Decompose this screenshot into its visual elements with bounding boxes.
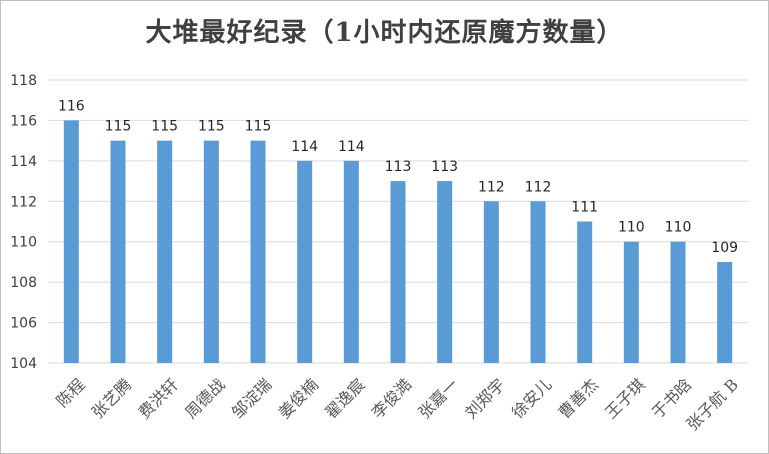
- bar: [203, 140, 219, 363]
- data-label: 110: [665, 220, 692, 236]
- data-label: 112: [478, 179, 505, 195]
- y-tick-label: 104: [10, 356, 37, 372]
- bar: [577, 221, 593, 363]
- x-tick-label: 曹善杰: [555, 375, 602, 422]
- bar: [250, 140, 266, 363]
- bar: [437, 181, 453, 363]
- chart-title: 大堆最好纪录（1小时内还原魔方数量）: [145, 18, 624, 48]
- data-label: 116: [58, 98, 85, 114]
- bar: [63, 120, 79, 363]
- y-tick-label: 114: [10, 154, 37, 170]
- y-tick-label: 116: [10, 113, 37, 129]
- x-tick-label: 张子航 B: [683, 375, 742, 434]
- data-label: 113: [385, 159, 412, 175]
- y-tick-label: 112: [10, 194, 37, 210]
- bars: [63, 120, 733, 363]
- data-label: 115: [151, 119, 178, 135]
- data-label: 114: [338, 139, 365, 155]
- x-tick-label: 陈程: [53, 375, 89, 411]
- x-tick-label: 刘郑宇: [461, 375, 508, 422]
- bar: [623, 241, 639, 363]
- bar: [717, 261, 733, 363]
- data-label: 112: [525, 179, 552, 195]
- x-tick-label: 张嘉一: [415, 375, 462, 422]
- data-label: 110: [618, 220, 645, 236]
- x-tick-label: 周德战: [181, 375, 228, 422]
- bar: [297, 160, 313, 363]
- bar: [110, 140, 126, 363]
- bar: [343, 160, 359, 363]
- data-labels: 116 115 115 115 115 114 114 113 113 112 112 111 110 1…: [58, 98, 738, 256]
- data-label: 113: [431, 159, 458, 175]
- bar: [157, 140, 173, 363]
- x-axis: 陈程 张艺腾 费洪轩 周德战 邹淀瑞 姜俊楠 翟逸宸 李俊澔 张嘉一 刘郑宇 徐安儿 曹善杰 王子琪 于书…: [53, 375, 742, 434]
- data-label: 109: [711, 240, 738, 256]
- bar: [483, 201, 499, 363]
- x-tick-label: 徐安儿: [508, 375, 555, 422]
- x-tick-label: 邹淀瑞: [228, 375, 275, 422]
- y-tick-label: 118: [10, 73, 37, 89]
- x-tick-label: 翟逸宸: [321, 375, 368, 422]
- x-tick-label: 张艺腾: [88, 375, 135, 422]
- y-tick-label: 110: [10, 235, 37, 251]
- data-label: 114: [291, 139, 318, 155]
- data-label: 115: [245, 119, 272, 135]
- bar: [670, 241, 686, 363]
- bar: [530, 201, 546, 363]
- data-label: 111: [571, 200, 598, 216]
- y-tick-label: 108: [10, 275, 37, 291]
- data-label: 115: [198, 119, 225, 135]
- bar: [390, 181, 406, 363]
- x-tick-label: 姜俊楠: [275, 375, 322, 422]
- y-tick-label: 106: [10, 316, 37, 332]
- x-tick-label: 费洪轩: [135, 375, 182, 422]
- y-axis: 104 106 108 110 112 114 116 118: [10, 73, 37, 372]
- x-tick-label: 王子琪: [601, 375, 648, 422]
- x-tick-label: 李俊澔: [368, 375, 415, 422]
- data-label: 115: [105, 119, 132, 135]
